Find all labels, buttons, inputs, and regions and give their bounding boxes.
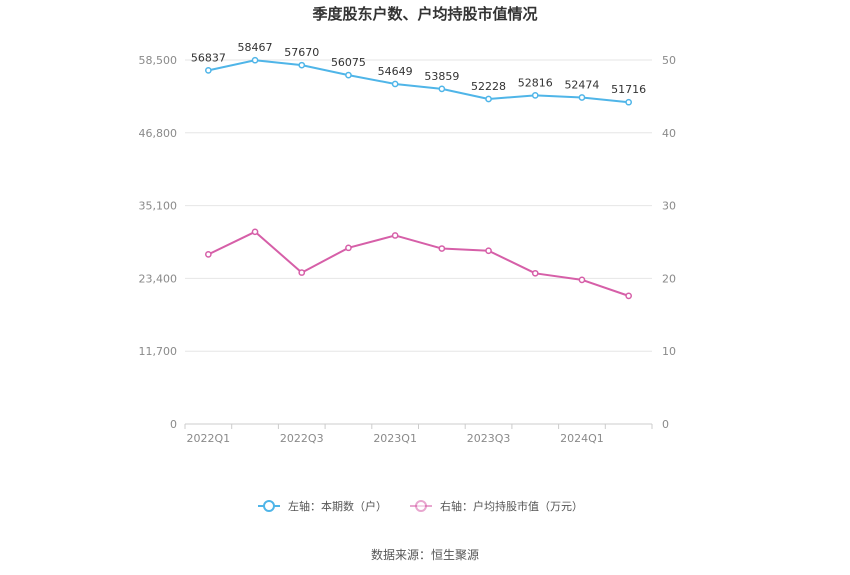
right-tick-label: 10 <box>662 345 676 358</box>
right-tick-label: 50 <box>662 54 676 67</box>
data-point <box>391 232 399 239</box>
right-tick-label: 40 <box>662 127 676 140</box>
left-tick-label: 46,800 <box>139 127 178 140</box>
chart-title: 季度股东户数、户均持股市值情况 <box>312 5 537 23</box>
left-tick-label: 35,100 <box>139 200 178 213</box>
legend[interactable]: 左轴：本期数（户） 右轴：户均持股市值（万元） <box>258 499 583 513</box>
legend-swatch-marker <box>415 500 427 512</box>
x-tick-label: 2022Q3 <box>280 432 324 445</box>
left-tick-label: 11,700 <box>139 345 178 358</box>
legend-item-2[interactable]: 右轴：户均持股市值（万元） <box>410 499 583 513</box>
legend-label: 左轴：本期数（户） <box>288 499 387 513</box>
data-source: 数据来源：恒生聚源 <box>371 547 479 562</box>
data-label: 54649 <box>378 65 413 78</box>
data-point <box>345 244 352 252</box>
data-label: 52474 <box>564 78 599 91</box>
left-axis: 58,500 46,800 35,100 23,400 11,700 0 <box>139 54 178 431</box>
x-tick-label: 2022Q1 <box>187 432 231 445</box>
data-point <box>531 269 539 277</box>
right-tick-label: 20 <box>662 272 676 285</box>
data-label: 56837 <box>191 51 226 64</box>
left-tick-label: 58,500 <box>139 54 178 67</box>
data-point <box>531 92 539 99</box>
data-point <box>625 292 633 300</box>
data-point <box>485 95 492 103</box>
data-point <box>578 94 586 101</box>
right-axis: 50 40 30 20 10 0 <box>662 54 676 431</box>
legend-swatch-marker <box>263 500 275 512</box>
data-point <box>438 85 446 93</box>
x-tick-label: 2023Q3 <box>467 432 511 445</box>
series-line-1 <box>208 59 629 104</box>
data-label: 52228 <box>471 80 506 93</box>
right-tick-label: 30 <box>662 200 676 213</box>
legend-item-1[interactable]: 左轴：本期数（户） <box>258 499 387 513</box>
data-point <box>391 80 399 88</box>
data-point <box>578 276 586 284</box>
x-tick-label: 2024Q1 <box>560 432 604 445</box>
data-label: 53859 <box>424 70 459 83</box>
data-label: 57670 <box>284 46 319 59</box>
left-tick-label: 0 <box>170 418 177 431</box>
series-group: 56837 58467 57670 56075 54649 53859 52228 52816… <box>191 41 646 300</box>
data-point <box>251 228 259 236</box>
right-tick-label: 0 <box>662 418 669 431</box>
data-point <box>345 71 352 79</box>
data-label: 56075 <box>331 56 366 69</box>
data-point <box>485 247 492 255</box>
x-tick-label: 2023Q1 <box>373 432 417 445</box>
data-point <box>205 66 212 74</box>
data-point <box>625 98 633 106</box>
data-point <box>298 61 306 69</box>
legend-label: 右轴：户均持股市值（万元） <box>440 499 583 513</box>
data-point <box>205 251 212 258</box>
data-label: 51716 <box>611 83 646 96</box>
data-label: 58467 <box>238 41 273 54</box>
x-axis: 2022Q1 2022Q3 2023Q1 2023Q3 2024Q1 <box>184 424 653 445</box>
left-tick-label: 23,400 <box>139 272 178 285</box>
data-point <box>438 245 446 252</box>
series-line-2 <box>207 230 629 297</box>
data-label: 52816 <box>518 76 553 89</box>
data-point <box>298 269 306 276</box>
data-point <box>251 56 259 64</box>
